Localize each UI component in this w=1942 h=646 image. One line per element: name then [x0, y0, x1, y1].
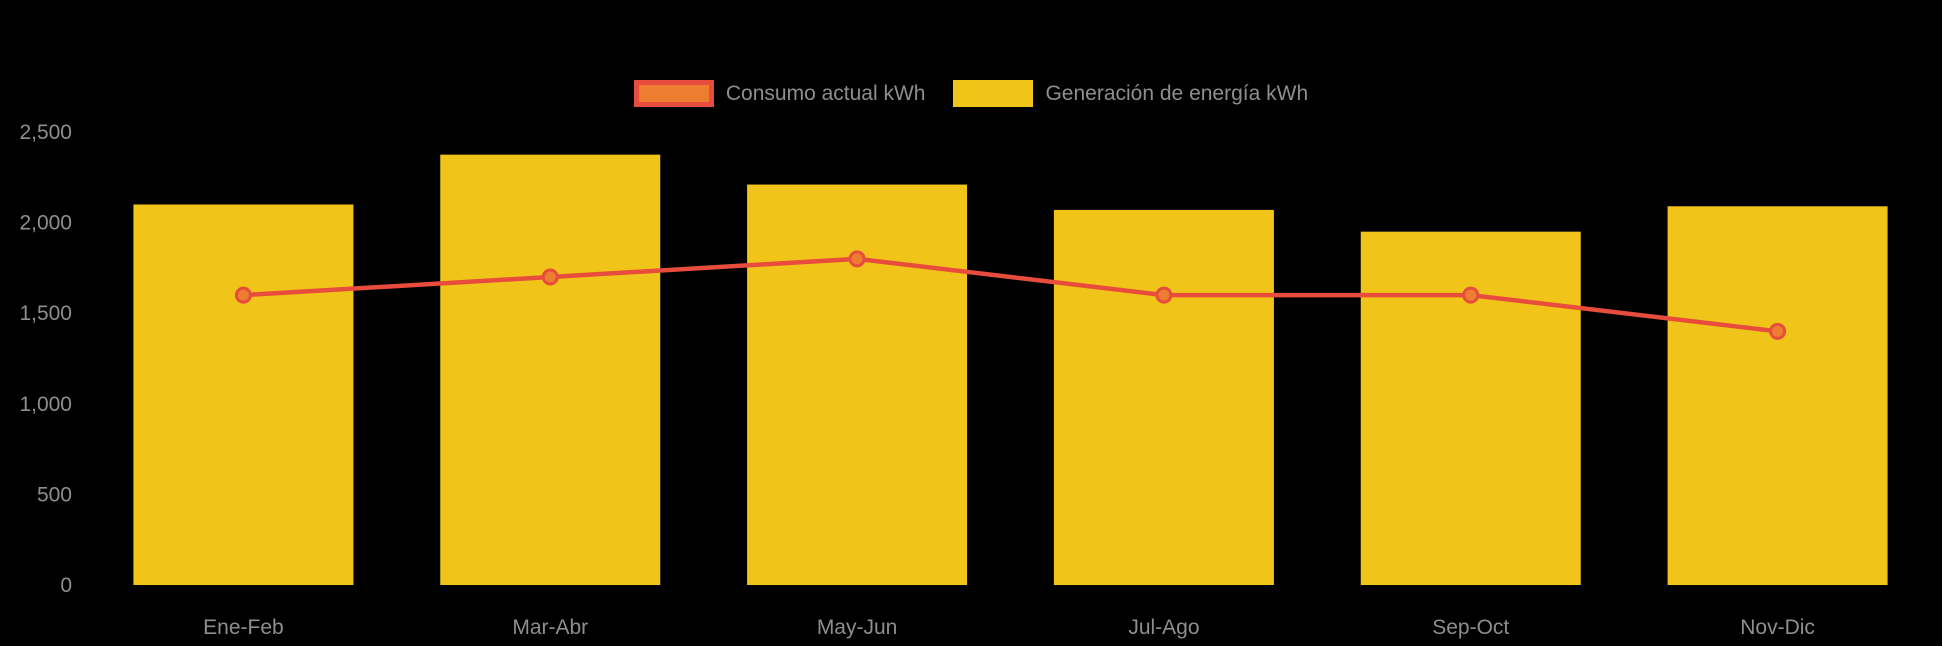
x-axis-category-labels: Ene-Feb Mar-Abr May-Jun Jul-Ago Sep-Oct Nov-D…	[203, 616, 1815, 639]
y-tick-label: 500	[37, 483, 72, 506]
x-category-label: Mar-Abr	[512, 616, 588, 639]
consumo-point-Mar-Abr[interactable]	[541, 268, 559, 286]
bar-Mar-Abr[interactable]	[440, 154, 661, 585]
chart-legend: Consumo actual kWh Generación de energía…	[0, 80, 1942, 107]
y-tick-label: 2,500	[19, 121, 72, 144]
y-tick-label: 1,500	[19, 302, 72, 325]
bar-May-Jun[interactable]	[747, 184, 968, 585]
generacion-legend-swatch-icon	[953, 80, 1034, 107]
y-tick-label: 1,000	[19, 393, 72, 416]
x-category-label: May-Jun	[817, 616, 898, 639]
x-category-label: Sep-Oct	[1432, 616, 1509, 639]
y-tick-label: 0	[60, 574, 72, 597]
bar-Nov-Dic[interactable]	[1667, 206, 1888, 586]
consumo-point-Jul-Ago[interactable]	[1155, 286, 1173, 304]
legend-item-consumo[interactable]: Consumo actual kWh	[633, 80, 926, 107]
generacion-legend-label: Generación de energía kWh	[1045, 82, 1309, 105]
x-category-label: Jul-Ago	[1128, 616, 1199, 639]
y-axis-tick-labels: 0 500 1,000 1,500 2,000 2,500	[19, 121, 72, 597]
consumo-legend-label: Consumo actual kWh	[725, 82, 926, 105]
consumo-point-Nov-Dic[interactable]	[1769, 322, 1787, 340]
consumo-line	[241, 256, 1780, 334]
consumo-point-Sep-Oct[interactable]	[1462, 286, 1480, 304]
legend-item-generacion[interactable]: Generación de energía kWh	[953, 80, 1308, 107]
y-tick-label: 2,000	[19, 212, 72, 235]
consumo-legend-swatch-icon	[633, 80, 714, 107]
consumo-point-May-Jun[interactable]	[848, 250, 866, 268]
bars-group	[133, 154, 1888, 586]
bar-Jul-Ago[interactable]	[1053, 209, 1274, 585]
consumo-point-Ene-Feb[interactable]	[234, 286, 252, 304]
x-category-label: Ene-Feb	[203, 616, 284, 639]
x-category-label: Nov-Dic	[1740, 616, 1815, 639]
bar-Ene-Feb[interactable]	[133, 204, 354, 586]
bar-Sep-Oct[interactable]	[1360, 231, 1581, 585]
